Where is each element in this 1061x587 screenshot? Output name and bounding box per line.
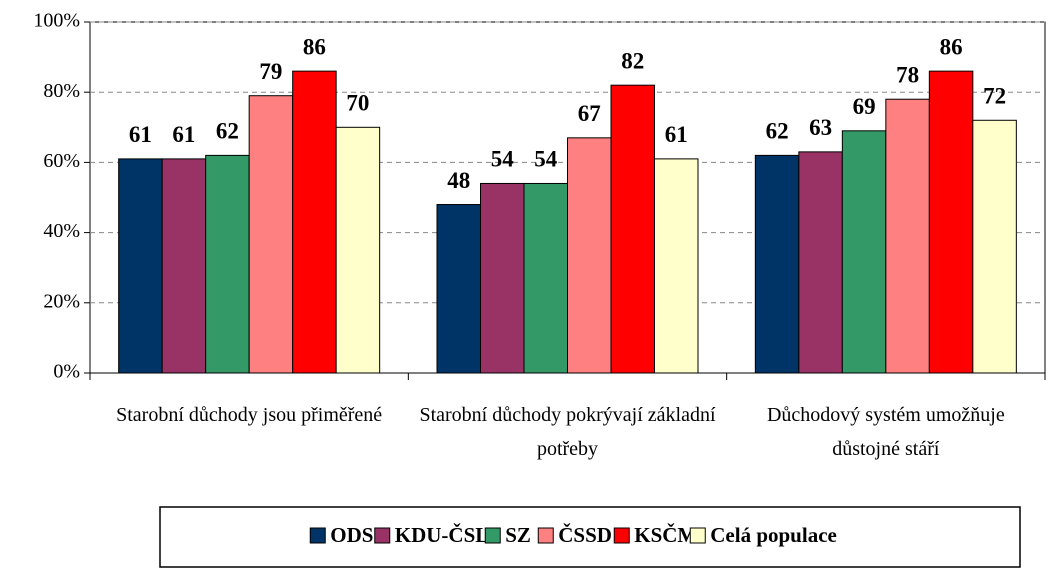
- bar: [480, 182, 525, 374]
- bar: [841, 130, 887, 374]
- y-tick-label: 80%: [43, 80, 80, 102]
- data-label: 54: [534, 147, 558, 172]
- bar: [118, 158, 163, 374]
- legend-label: SZ: [505, 523, 531, 547]
- bar: [798, 151, 843, 374]
- data-label: 61: [129, 122, 152, 147]
- data-label: 67: [578, 101, 601, 126]
- bar: [754, 154, 800, 374]
- bar: [161, 158, 207, 374]
- bar: [972, 119, 1017, 374]
- legend-swatch: [484, 527, 501, 544]
- data-label: 82: [621, 48, 644, 73]
- data-label: 78: [896, 63, 919, 88]
- bar: [335, 126, 381, 374]
- y-tick-label: 60%: [43, 150, 80, 172]
- y-tick-label: 0%: [53, 361, 80, 383]
- data-label: 86: [940, 34, 963, 59]
- legend-swatch: [374, 527, 391, 544]
- y-tick-label: 40%: [43, 220, 80, 242]
- bar: [292, 70, 337, 374]
- bar: [436, 204, 481, 374]
- data-label: 61: [665, 122, 688, 147]
- bar: [523, 182, 568, 374]
- legend-label: ODS: [330, 523, 373, 547]
- legend-label: Celá populace: [710, 523, 837, 547]
- legend-swatch: [613, 527, 630, 544]
- bar: [610, 84, 655, 374]
- data-label: 70: [346, 91, 369, 116]
- y-tick-label: 100%: [33, 10, 80, 32]
- x-tick-label: Starobní důchody jsou přiměřené: [116, 404, 383, 426]
- bar: [205, 154, 250, 374]
- data-label: 62: [766, 119, 789, 144]
- bar: [567, 137, 612, 374]
- data-label: 63: [809, 115, 832, 140]
- legend-label: KDU-ČSL: [395, 523, 490, 547]
- data-label: 86: [303, 34, 326, 59]
- y-tick-label: 20%: [43, 290, 80, 312]
- legend-swatch: [309, 527, 326, 544]
- bar: [654, 158, 699, 374]
- data-label: 62: [216, 119, 239, 144]
- data-label: 79: [259, 59, 282, 84]
- x-tick-label: Starobní důchody pokrývají základní potř…: [419, 404, 716, 460]
- legend: [159, 506, 1021, 568]
- data-label: 61: [172, 122, 195, 147]
- data-label: 72: [983, 84, 1006, 109]
- data-label: 48: [447, 168, 470, 193]
- data-label: 54: [491, 147, 515, 172]
- bar: [928, 70, 974, 374]
- bar: [885, 98, 930, 374]
- legend-label: KSČM: [634, 523, 697, 547]
- legend-swatch: [689, 527, 706, 544]
- bar: [248, 95, 294, 374]
- x-tick-label: Důchodový systém umožňuje důstojné stáří: [766, 404, 1005, 460]
- legend-label: ČSSD: [558, 523, 612, 547]
- legend-swatch: [537, 527, 554, 544]
- data-label: 69: [853, 94, 876, 119]
